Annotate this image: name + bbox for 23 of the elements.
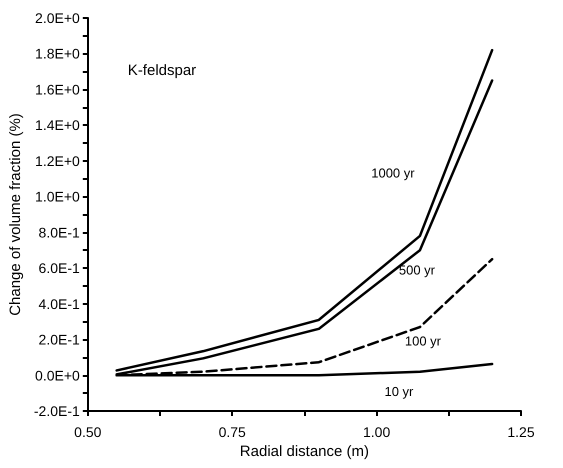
series-label: 100 yr — [404, 334, 442, 349]
x-tick-label: 1.00 — [362, 424, 390, 440]
y-tick-label: 1.8E+0 — [35, 46, 80, 62]
y-tick-label: 0.0E+0 — [35, 367, 80, 384]
x-tick-label: 0.75 — [218, 424, 246, 440]
y-tick-label: 2.0E-1 — [38, 332, 80, 348]
y-tick-label: -2.0E-1 — [34, 403, 80, 419]
y-tick-label: 6.0E-1 — [38, 260, 80, 276]
y-tick-label: 2.0E+0 — [35, 10, 80, 26]
y-tick-label: 1.6E+0 — [35, 81, 80, 98]
annotation: K-feldspar — [128, 62, 196, 79]
series-label: 1000 yr — [371, 165, 416, 180]
y-tick-label: 4.0E-1 — [38, 296, 80, 312]
y-tick-label: 1.4E+0 — [35, 117, 80, 134]
y-axis-title: Change of volume fraction (%) — [7, 113, 24, 316]
series-label: 500 yr — [398, 262, 436, 278]
x-tick-label: 0.50 — [74, 424, 102, 440]
series-label: 10 yr — [384, 384, 414, 400]
x-axis-title: Radial distance (m) — [240, 442, 370, 460]
y-tick-label: 1.2E+0 — [35, 152, 80, 169]
y-tick-label: 1.0E+0 — [35, 188, 80, 205]
y-tick-label: 8.0E-1 — [38, 224, 80, 240]
x-tick-label: 1.25 — [507, 424, 535, 440]
